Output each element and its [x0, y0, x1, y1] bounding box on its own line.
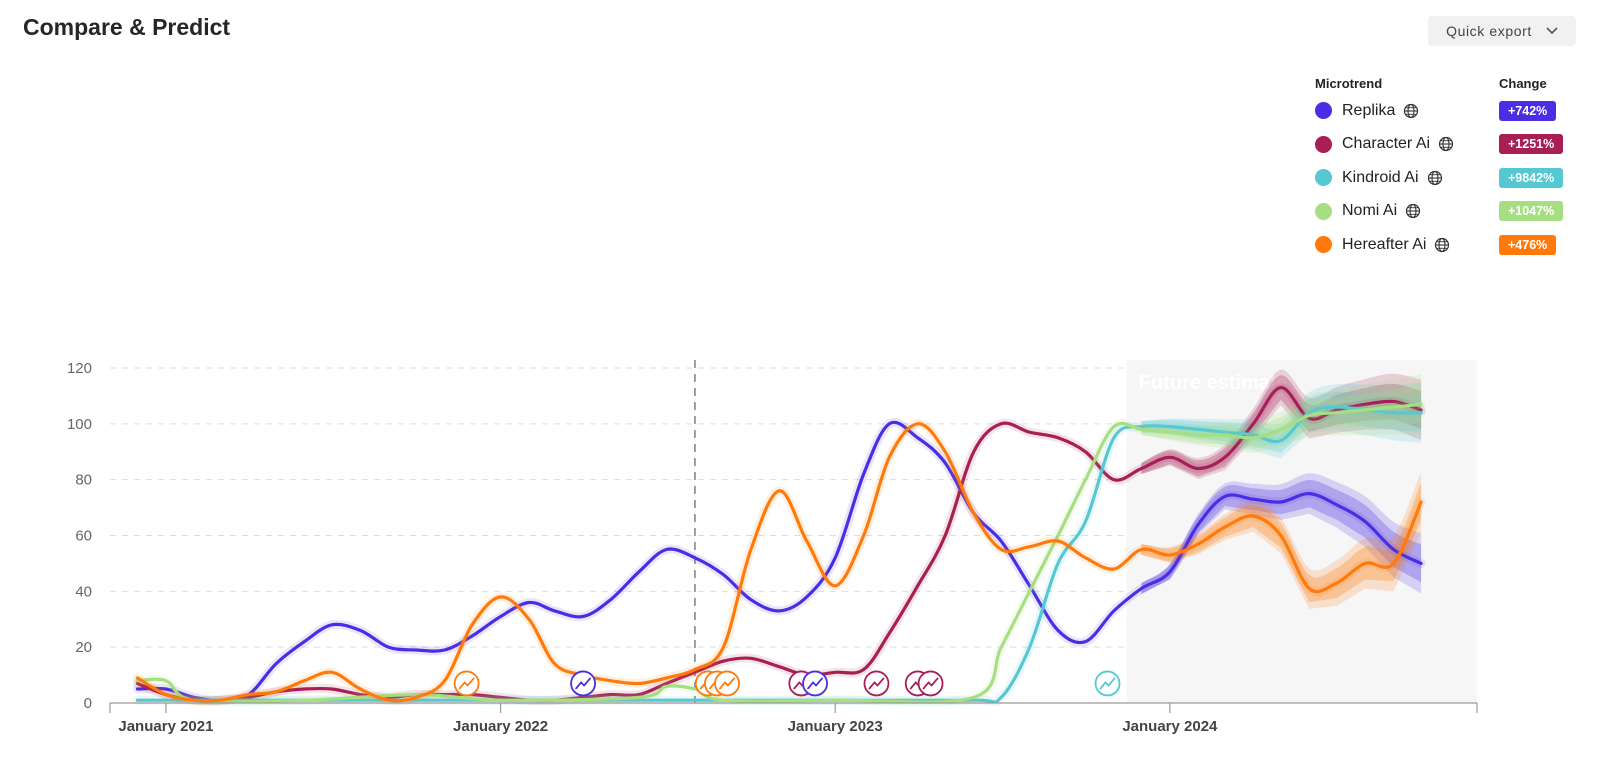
legend-microtrend-header: Microtrend: [1315, 76, 1383, 91]
legend-color-dot: [1315, 202, 1332, 220]
trend-up-icon: [1099, 677, 1116, 690]
legend-item-name-wrap: Hereafter Ai: [1315, 236, 1499, 254]
trend-event-icon: [802, 670, 828, 697]
change-badge: +476%: [1499, 234, 1557, 255]
x-tick-label: January 2023: [788, 718, 883, 735]
legend-item[interactable]: Nomi Ai +1047%: [1315, 195, 1585, 229]
globe-icon[interactable]: [1438, 136, 1454, 152]
forecast-band: [1141, 369, 1422, 479]
trend-event-icon: [714, 670, 740, 697]
legend-item-label: Character Ai: [1342, 135, 1431, 153]
y-tick-label: 120: [67, 360, 92, 377]
x-tick-label: January 2022: [453, 718, 548, 735]
forecast-band: [1141, 375, 1422, 477]
chevron-down-icon: [1546, 27, 1558, 35]
legend-item-label: Kindroid Ai: [1342, 168, 1419, 186]
trend-up-icon: [458, 677, 475, 690]
y-tick-label: 20: [75, 639, 92, 656]
globe-icon[interactable]: [1427, 170, 1443, 186]
series-line: [135, 422, 1423, 703]
trend-up-icon: [922, 677, 939, 690]
legend-item-name-wrap: Kindroid Ai: [1315, 169, 1499, 187]
change-badge: +742%: [1499, 100, 1557, 121]
x-tick-label: January 2021: [118, 718, 213, 735]
series-line: [135, 385, 1423, 703]
legend-item-label: Hereafter Ai: [1342, 235, 1427, 253]
legend-item-label: Nomi Ai: [1342, 202, 1398, 220]
y-tick-label: 60: [75, 528, 92, 545]
quick-export-label: Quick export: [1446, 23, 1532, 39]
trend-event-icon: [570, 670, 596, 697]
legend-color-dot: [1315, 236, 1332, 254]
series-line: [135, 420, 1423, 702]
y-tick-label: 100: [67, 416, 92, 433]
change-badge: +1251%: [1499, 134, 1564, 155]
page-title: Compare & Predict: [23, 14, 231, 40]
legend-change-header: Change: [1499, 76, 1547, 91]
x-tick-label: January 2024: [1122, 718, 1218, 735]
quick-export-button[interactable]: Quick export: [1428, 16, 1576, 46]
legend-item-name-wrap: Character Ai: [1315, 135, 1499, 153]
y-tick-label: 0: [84, 695, 92, 712]
legend-item[interactable]: Kindroid Ai +9842%: [1315, 161, 1585, 195]
forecast-band: [1141, 382, 1422, 459]
legend-color-dot: [1315, 135, 1332, 153]
legend-item-label: Replika: [1342, 101, 1396, 119]
trend-event-icon: [917, 670, 944, 697]
trend-up-icon: [575, 677, 591, 690]
trend-up-icon: [719, 677, 735, 690]
change-badge: +1047%: [1499, 201, 1564, 222]
trend-event-icon: [1094, 670, 1121, 697]
globe-icon[interactable]: [1403, 103, 1419, 119]
change-badge: +9842%: [1499, 167, 1564, 188]
legend-item-name-wrap: Replika: [1315, 102, 1499, 120]
trend-up-icon: [807, 677, 823, 690]
trend-event-icon: [863, 670, 890, 697]
legend-item-name-wrap: Nomi Ai: [1315, 202, 1499, 220]
globe-icon[interactable]: [1434, 237, 1450, 253]
legend-item[interactable]: Hereafter Ai +476%: [1315, 228, 1585, 262]
legend: Microtrend Change Replika +742% Character …: [1315, 76, 1585, 262]
legend-color-dot: [1315, 169, 1332, 187]
legend-color-dot: [1315, 102, 1332, 120]
future-estimate-label: Future estimate: [1139, 372, 1288, 394]
trend-up-icon: [868, 677, 885, 690]
forecast-band: [1141, 385, 1422, 449]
y-tick-label: 80: [75, 472, 92, 489]
trend-event-icon: [453, 670, 480, 697]
forecast-band: [1141, 473, 1422, 595]
globe-icon[interactable]: [1405, 203, 1421, 219]
legend-item[interactable]: Character Ai +1251%: [1315, 128, 1585, 162]
y-tick-label: 40: [75, 583, 92, 600]
legend-item[interactable]: Replika +742%: [1315, 94, 1585, 128]
